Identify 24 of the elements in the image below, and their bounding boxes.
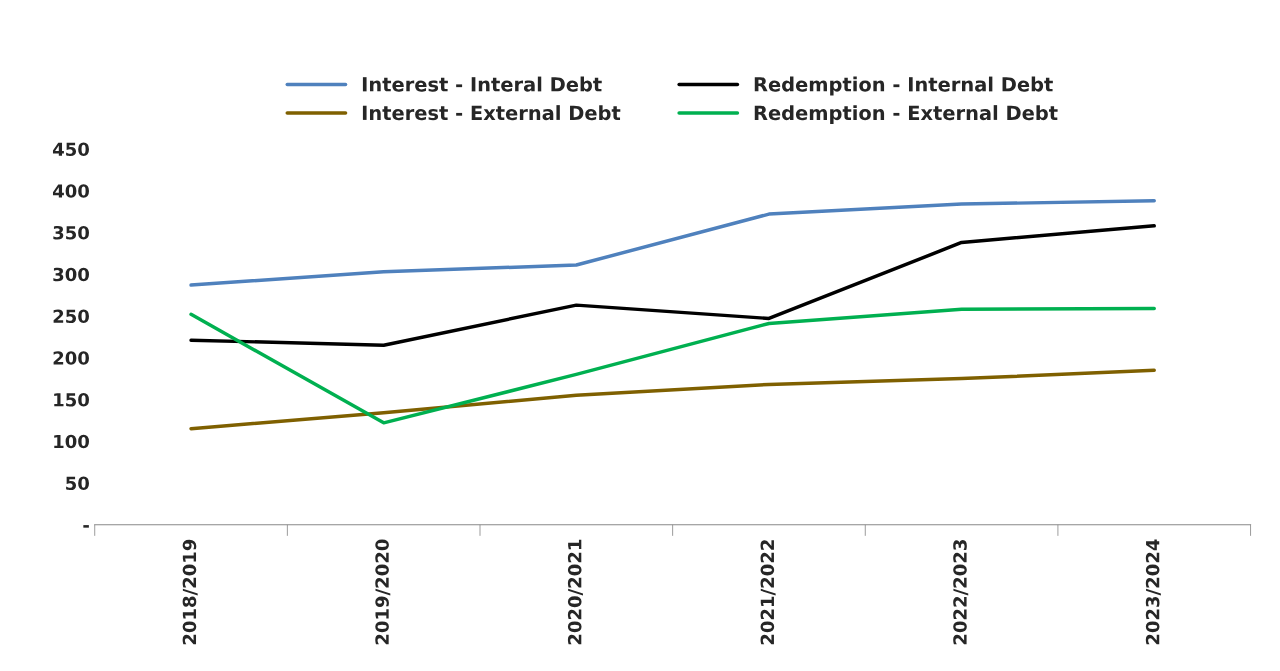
y-tick-label: 300 bbox=[53, 267, 89, 282]
y-tick-label: 450 bbox=[52, 142, 89, 157]
legend-label: Interest - External Debt bbox=[362, 105, 621, 121]
y-tick-label: 150 bbox=[54, 392, 89, 407]
legend-label: Interest - Interal Debt bbox=[362, 76, 602, 92]
legend-label: Redemption - External Debt bbox=[754, 105, 1058, 124]
x-tick-label: 2022/2023 bbox=[953, 540, 969, 645]
x-tick-label: 2023/2024 bbox=[1145, 539, 1161, 645]
y-tick-label: 50 bbox=[66, 476, 89, 491]
y-tick-label: - bbox=[83, 525, 89, 528]
x-tick-label: 2021/2022 bbox=[760, 540, 776, 645]
line-series bbox=[189, 306, 1156, 425]
y-tick-label: 350 bbox=[53, 225, 89, 240]
x-tick-label: 2020/2021 bbox=[567, 539, 583, 645]
y-tick-label: 100 bbox=[54, 434, 89, 449]
y-tick-label: 200 bbox=[53, 351, 89, 365]
x-tick-label: 2019/2020 bbox=[375, 539, 391, 645]
x-tick-label: 2018/2019 bbox=[182, 539, 198, 645]
legend-label: Redemption - Internal Debt bbox=[754, 76, 1053, 96]
line-series bbox=[189, 368, 1156, 431]
y-tick-label: 400 bbox=[52, 184, 89, 198]
line-series bbox=[189, 224, 1156, 347]
line-series bbox=[189, 198, 1156, 287]
y-tick-label: 250 bbox=[53, 309, 89, 324]
